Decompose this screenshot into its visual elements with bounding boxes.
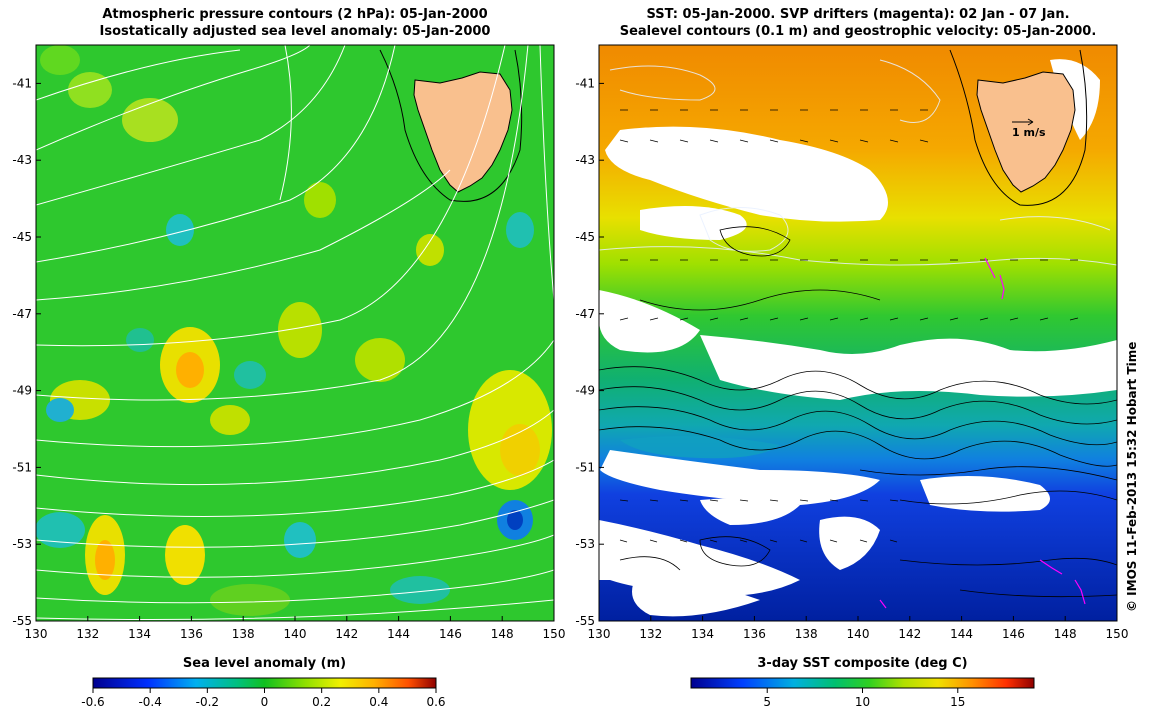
lat-tick-label: -45 — [575, 230, 595, 244]
axes-layer: 130 132 134 136 138 140 142 144 146 148 150 -41 -43 -… — [12, 76, 1128, 641]
lon-tick-label: 140 — [847, 627, 870, 641]
lon-tick-label: 132 — [639, 627, 662, 641]
lon-tick-label: 138 — [232, 627, 255, 641]
lon-tick-label: 136 — [180, 627, 203, 641]
lat-tick-label: -53 — [12, 537, 32, 551]
right-title-line1: SST: 05-Jan-2000. SVP drifters (magenta)… — [646, 7, 1070, 22]
lat-tick-label: -43 — [12, 153, 32, 167]
lon-tick-label: 142 — [898, 627, 921, 641]
lat-tick-label: -41 — [575, 76, 595, 90]
lon-tick-label: 134 — [128, 627, 151, 641]
colorbar-tick-label: 0 — [261, 695, 269, 709]
lon-tick-label: 142 — [335, 627, 358, 641]
colorbar-tick-label: 10 — [855, 695, 870, 709]
lon-tick-label: 138 — [795, 627, 818, 641]
velocity-scale-label: 1 m/s — [1012, 126, 1046, 139]
lon-tick-label: 130 — [25, 627, 48, 641]
right-map — [598, 44, 1118, 622]
right-tasmania-land — [976, 71, 1076, 193]
lon-tick-label: 146 — [1002, 627, 1025, 641]
sla-colorbar-title: Sea level anomaly (m) — [182, 656, 347, 671]
sst-colorbar — [690, 677, 1035, 689]
lat-tick-label: -47 — [12, 307, 32, 321]
lat-tick-label: -45 — [12, 230, 32, 244]
lon-tick-label: 148 — [1054, 627, 1077, 641]
sst-colorbar-title: 3-day SST composite (deg C) — [757, 656, 968, 671]
left-map — [35, 44, 555, 622]
lat-tick-label: -47 — [575, 307, 595, 321]
right-sealevel-contours — [599, 59, 1117, 266]
right-drifter-tracks — [879, 257, 1086, 609]
sla-colorbar — [92, 677, 437, 689]
lat-tick-label: -41 — [12, 76, 32, 90]
lat-tick-label: -55 — [12, 614, 32, 628]
left-title-line2: Isostatically adjusted sea level anomaly… — [99, 24, 491, 39]
lon-tick-label: 140 — [284, 627, 307, 641]
colorbar-tick-label: 0.4 — [369, 695, 388, 709]
lat-tick-label: -43 — [575, 153, 595, 167]
colorbar-tick-label: 5 — [763, 695, 771, 709]
lon-tick-label: 134 — [691, 627, 714, 641]
lat-tick-label: -51 — [12, 460, 32, 474]
right-velocity-streamlines — [599, 226, 1117, 598]
lat-tick-label: -53 — [575, 537, 595, 551]
lon-tick-label: 150 — [1106, 627, 1129, 641]
lon-tick-label: 148 — [491, 627, 514, 641]
colorbar-tick-label: -0.4 — [138, 695, 161, 709]
lat-tick-label: -55 — [575, 614, 595, 628]
lat-tick-label: -49 — [575, 384, 595, 398]
lat-tick-label: -49 — [12, 384, 32, 398]
lat-tick-label: -51 — [575, 460, 595, 474]
lon-tick-label: 144 — [950, 627, 973, 641]
right-title-line2: Sealevel contours (0.1 m) and geostrophi… — [619, 24, 1097, 39]
lon-tick-label: 132 — [76, 627, 99, 641]
lon-tick-label: 130 — [588, 627, 611, 641]
credit-text: © IMOS 11-Feb-2013 15:32 Hobart Time — [1125, 341, 1139, 612]
right-velocity-arrows — [619, 109, 1079, 543]
left-pressure-contours — [36, 45, 554, 621]
right-cloud-gaps — [599, 59, 1117, 617]
lon-tick-label: 146 — [439, 627, 462, 641]
lon-tick-label: 150 — [543, 627, 566, 641]
left-tasmania-land — [413, 71, 513, 193]
colorbar-tick-label: -0.6 — [81, 695, 104, 709]
left-title-line1: Atmospheric pressure contours (2 hPa): 0… — [102, 7, 488, 22]
colorbar-tick-label: 0.2 — [312, 695, 331, 709]
colorbar-ticks: -0.6 -0.4 -0.2 0 0.2 0.4 0.6 5 10 15 — [81, 688, 965, 709]
velocity-scale — [1012, 118, 1034, 126]
lon-tick-label: 136 — [743, 627, 766, 641]
colorbar-tick-label: 15 — [950, 695, 965, 709]
colorbar-tick-label: 0.6 — [426, 695, 445, 709]
colorbar-tick-label: -0.2 — [196, 695, 219, 709]
lon-tick-label: 144 — [387, 627, 410, 641]
